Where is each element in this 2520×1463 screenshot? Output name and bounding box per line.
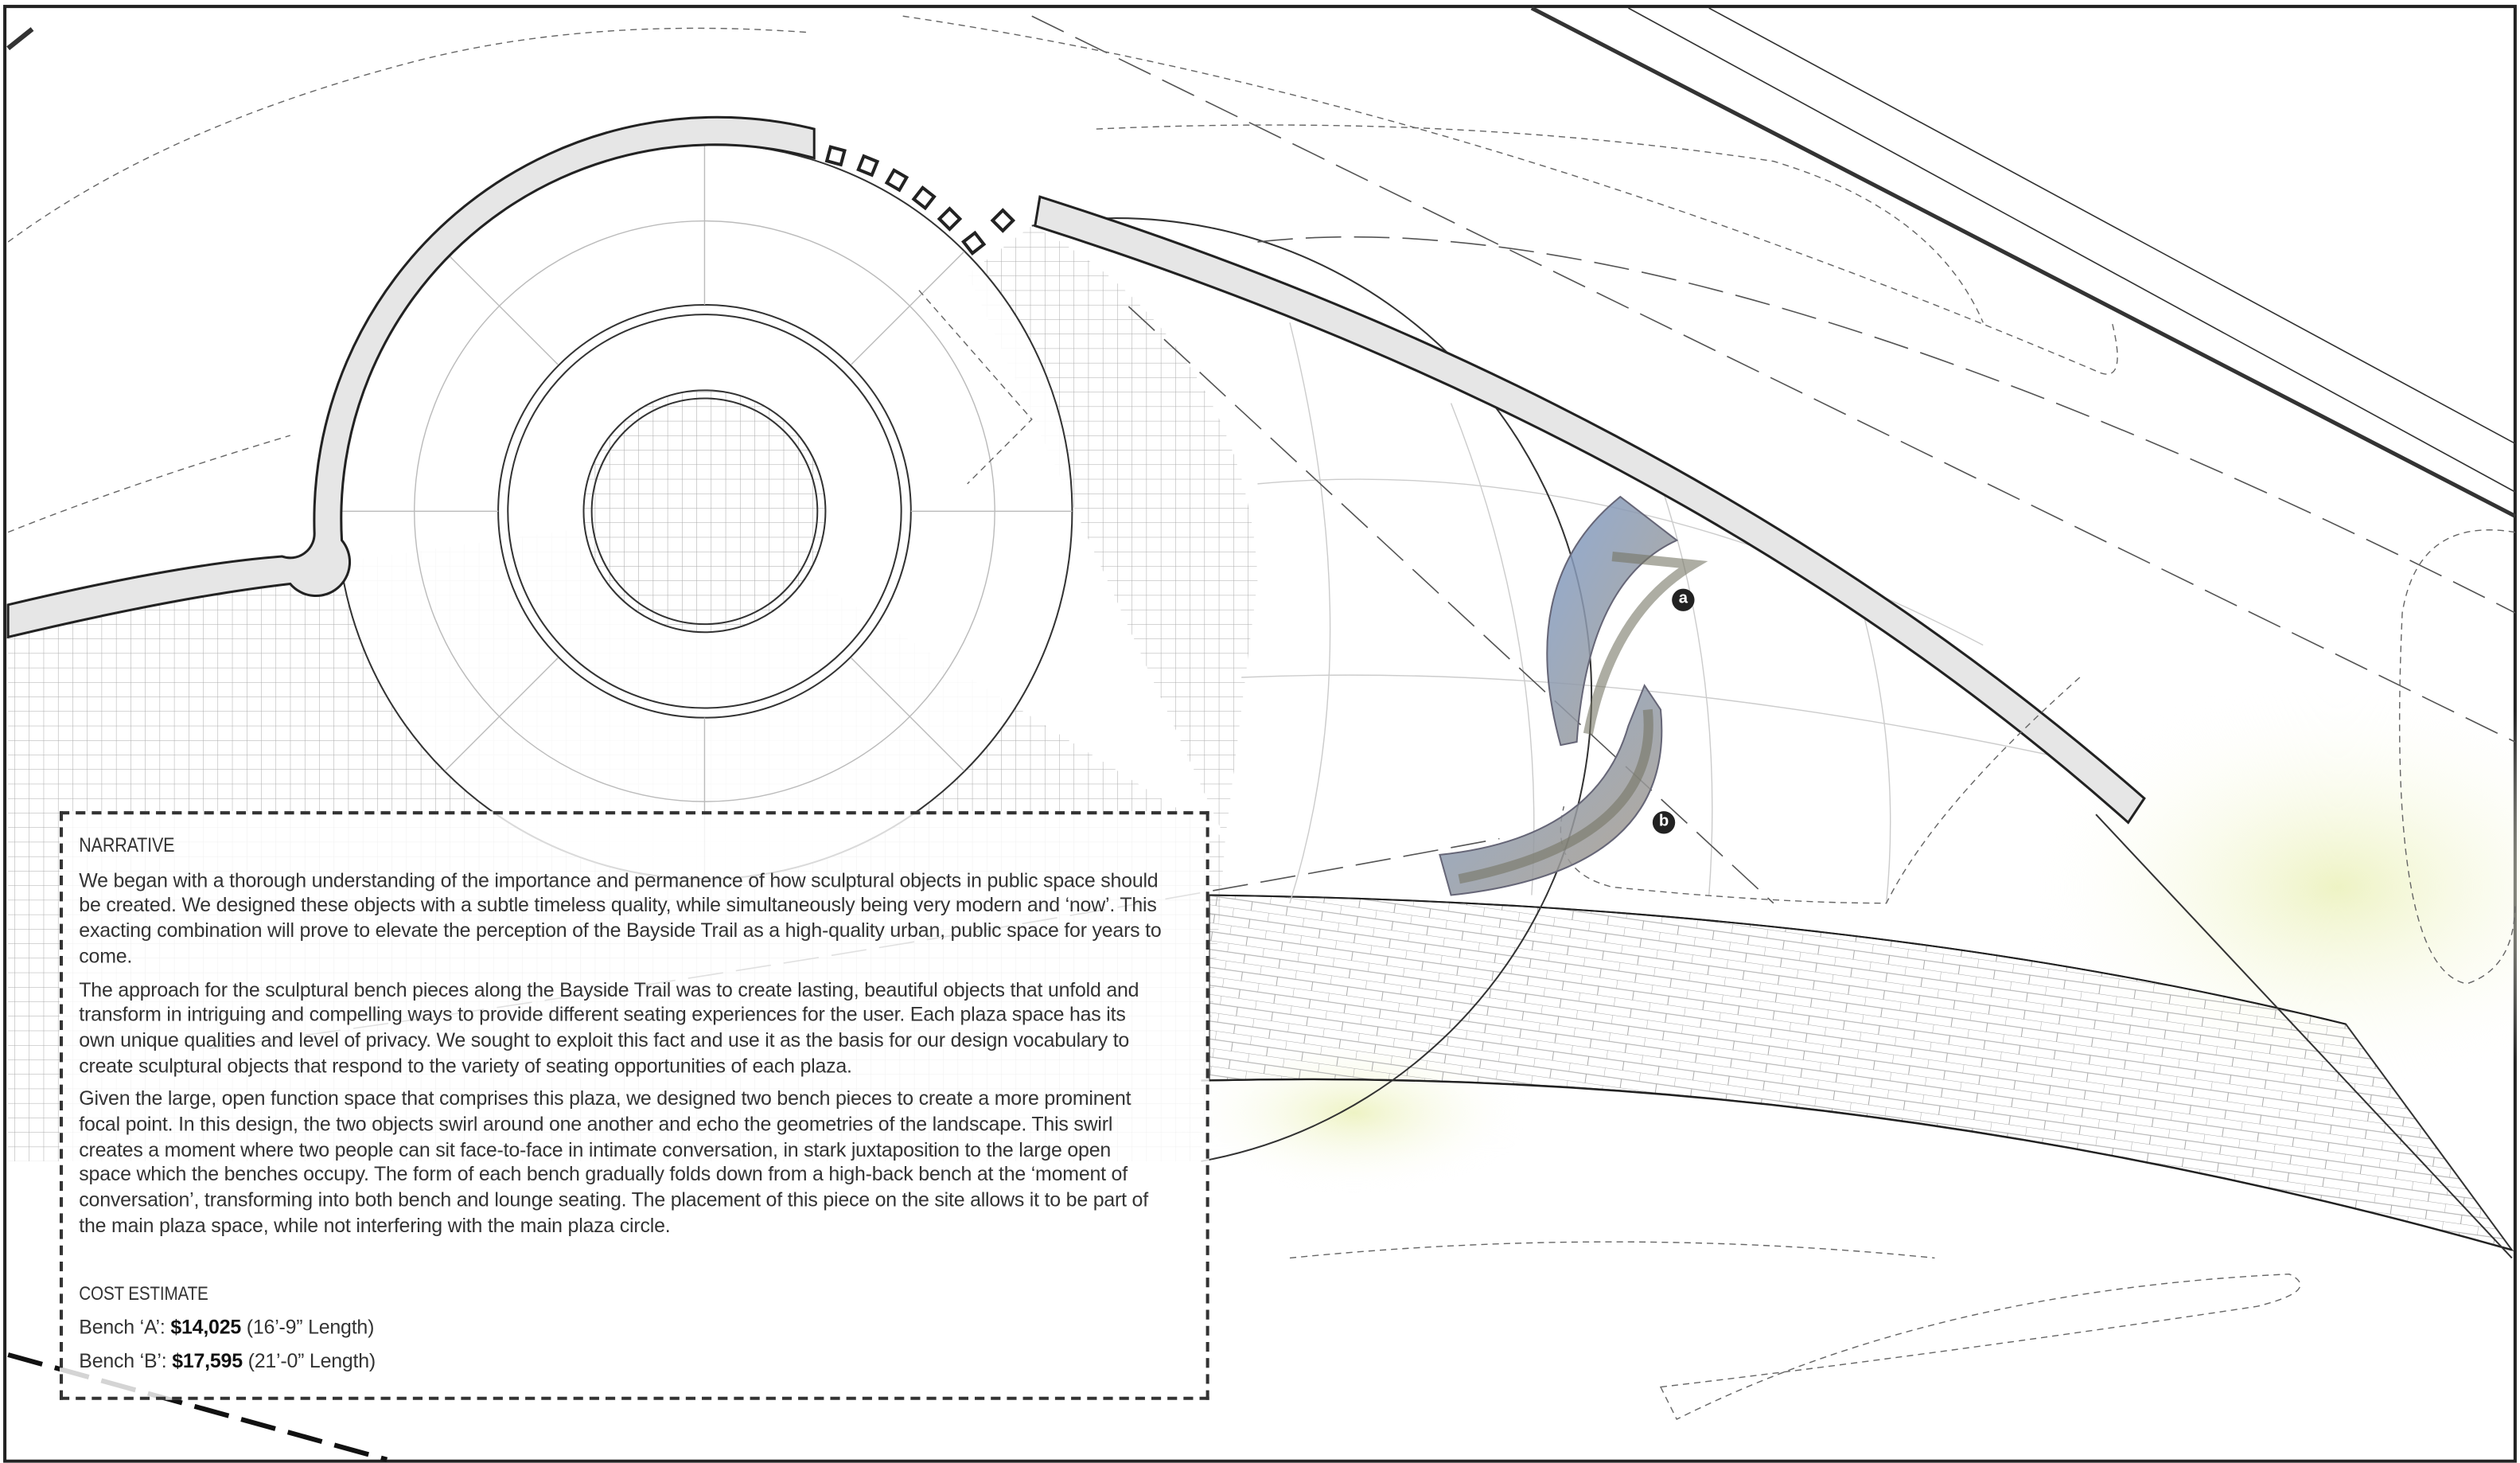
marker-b: b bbox=[1652, 811, 1676, 834]
bench-b bbox=[1439, 683, 1663, 896]
bench-a bbox=[1546, 495, 1708, 747]
narrative-paragraph: The approach for the sculptural bench pi… bbox=[79, 977, 1139, 1077]
cost-label: Bench ‘A’: bbox=[79, 1316, 166, 1340]
marker-a: a bbox=[1672, 588, 1695, 611]
narrative-title: NARRATIVE bbox=[79, 833, 175, 856]
cost-title: COST ESTIMATE bbox=[79, 1281, 208, 1305]
marker-label: a bbox=[1679, 590, 1688, 607]
cost-length: (16’-9” Length) bbox=[246, 1316, 375, 1340]
cost-amount: $14,025 bbox=[170, 1316, 242, 1340]
narrative-paragraph: Given the large, open function space tha… bbox=[79, 1087, 1148, 1237]
marker-label: b bbox=[1659, 812, 1669, 829]
narrative-box: NARRATIVE We began with a thorough under… bbox=[59, 811, 1209, 1400]
cost-item: Bench ‘B’: $17,595 (21’-0” Length) bbox=[79, 1350, 1164, 1375]
cost-label: Bench ‘B’: bbox=[79, 1349, 167, 1373]
narrative-paragraph: We began with a thorough understanding o… bbox=[79, 868, 1162, 968]
cost-amount: $17,595 bbox=[172, 1349, 243, 1373]
cost-item: Bench ‘A’: $14,025 (16’-9” Length) bbox=[79, 1317, 1164, 1342]
cost-length: (21’-0” Length) bbox=[247, 1349, 376, 1373]
